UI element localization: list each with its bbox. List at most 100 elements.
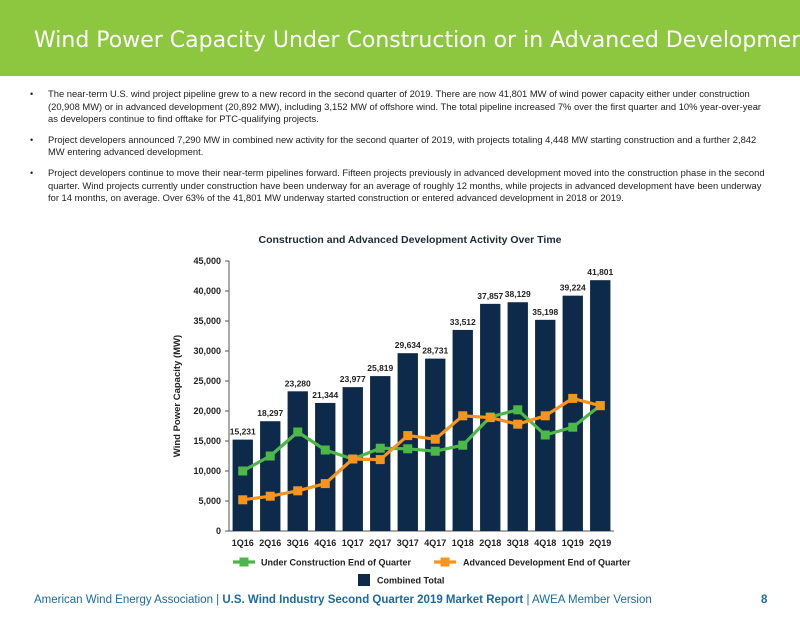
- bar-value-label: 33,512: [450, 317, 476, 327]
- bullet-text: Project developers continue to move thei…: [48, 166, 765, 204]
- series-marker: [265, 491, 275, 501]
- series-marker: [293, 427, 303, 437]
- y-tick-label: 20,000: [193, 406, 221, 416]
- series-marker: [238, 495, 248, 505]
- y-tick-label: 30,000: [193, 346, 221, 356]
- y-axis-label: Wind Power Capacity (MW): [172, 335, 183, 457]
- series-marker: [485, 413, 495, 423]
- x-tick-label: 2Q19: [589, 538, 611, 548]
- page-number: 8: [761, 594, 768, 606]
- x-tick-label: 1Q16: [232, 538, 254, 548]
- bar-value-label: 25,819: [367, 363, 393, 373]
- y-tick-label: 10,000: [193, 466, 221, 476]
- y-tick-label: 0: [216, 526, 221, 536]
- bar: [260, 421, 281, 531]
- x-tick-label: 1Q19: [562, 538, 584, 548]
- y-tick-label: 45,000: [193, 256, 221, 266]
- bullet-dot: •: [30, 134, 34, 145]
- series-marker: [568, 393, 578, 403]
- bar: [507, 302, 528, 531]
- bar: [562, 295, 583, 531]
- series-marker: [375, 443, 385, 453]
- bullet-text: The near-term U.S. wind project pipeline…: [48, 88, 762, 125]
- y-tick-label: 25,000: [193, 376, 221, 386]
- x-tick-label: 3Q16: [287, 538, 309, 548]
- footer-org: American Wind Energy Association: [34, 594, 213, 606]
- bar-value-label: 41,801: [587, 267, 613, 277]
- series-marker: [540, 430, 550, 440]
- bar-value-label: 37,857: [477, 291, 503, 301]
- series-marker: [403, 444, 413, 454]
- bar-value-label: 38,129: [505, 289, 531, 299]
- legend-marker-swatch: [239, 557, 249, 567]
- bullet-item: • Project developers continue to move the…: [30, 167, 765, 205]
- footer-version: AWEA Member Version: [532, 594, 652, 606]
- y-tick-label: 5,000: [198, 496, 221, 506]
- x-tick-label: 2Q16: [259, 538, 281, 548]
- x-tick-label: 2Q18: [479, 538, 501, 548]
- bar-value-label: 28,731: [422, 346, 448, 356]
- bullet-dot: •: [30, 167, 34, 178]
- x-tick-label: 1Q18: [452, 538, 474, 548]
- legend-label: Combined Total: [377, 576, 444, 586]
- footer-separator: |: [526, 594, 530, 606]
- bar-value-label: 39,224: [560, 283, 586, 293]
- series-marker: [320, 445, 330, 455]
- series-line: [242, 396, 601, 502]
- legend-label: Advanced Development End of Quarter: [463, 558, 631, 568]
- bar: [425, 358, 446, 531]
- chart-title: Construction and Advanced Development Ac…: [258, 234, 562, 246]
- bar: [370, 376, 391, 531]
- bar: [397, 353, 418, 531]
- bar: [232, 439, 253, 531]
- footer-report: U.S. Wind Industry Second Quarter 2019 M…: [222, 594, 524, 606]
- series-marker: [430, 446, 440, 456]
- bar-value-label: 21,344: [312, 390, 338, 400]
- x-tick-label: 1Q17: [342, 538, 364, 548]
- x-tick-label: 4Q18: [534, 538, 556, 548]
- series-marker: [595, 401, 605, 411]
- legend-marker-swatch: [440, 557, 450, 567]
- series-line: [241, 404, 602, 473]
- y-tick-label: 40,000: [193, 286, 221, 296]
- series-marker: [540, 411, 550, 421]
- bar: [452, 329, 473, 531]
- series-marker: [513, 419, 523, 429]
- series-marker: [265, 451, 275, 461]
- bar-value-label: 23,280: [285, 378, 311, 388]
- bullet-item: • The near-term U.S. wind project pipelin…: [30, 88, 765, 126]
- bar-value-label: 35,198: [532, 307, 558, 317]
- bar-value-label: 15,231: [230, 427, 256, 437]
- series-marker: [568, 422, 578, 432]
- title-banner: Wind Power Capacity Under Construction o…: [0, 0, 800, 76]
- bullet-dot: •: [30, 89, 34, 99]
- bullet-text: Project developers announced 7,290 MW in…: [48, 133, 757, 158]
- legend-label: Under Construction End of Quarter: [261, 558, 412, 568]
- bar: [535, 319, 556, 531]
- x-tick-label: 4Q16: [314, 538, 336, 548]
- x-tick-label: 2Q17: [369, 538, 391, 548]
- y-tick-label: 15,000: [193, 436, 221, 446]
- bar-value-label: 18,297: [257, 408, 283, 418]
- series-marker: [375, 455, 385, 465]
- series-marker: [238, 466, 248, 476]
- legend-bar-swatch: [358, 574, 370, 586]
- footer-separator: |: [216, 594, 220, 606]
- series-marker: [293, 486, 303, 496]
- bullet-list: • The near-term U.S. wind project pipelin…: [30, 88, 765, 213]
- series-marker: [458, 440, 468, 450]
- series-marker: [320, 479, 330, 489]
- x-tick-label: 3Q18: [507, 538, 529, 548]
- series-marker: [348, 454, 358, 464]
- series-marker: [458, 411, 468, 421]
- bar-value-label: 29,634: [395, 340, 421, 350]
- series-marker: [430, 434, 440, 444]
- x-tick-label: 4Q17: [424, 538, 446, 548]
- page-title: Wind Power Capacity Under Construction o…: [34, 28, 800, 53]
- bar: [315, 402, 336, 531]
- y-tick-label: 35,000: [193, 316, 221, 326]
- x-tick-label: 3Q17: [397, 538, 419, 548]
- footer: American Wind Energy Association | U.S. …: [34, 594, 652, 606]
- bar: [287, 391, 308, 531]
